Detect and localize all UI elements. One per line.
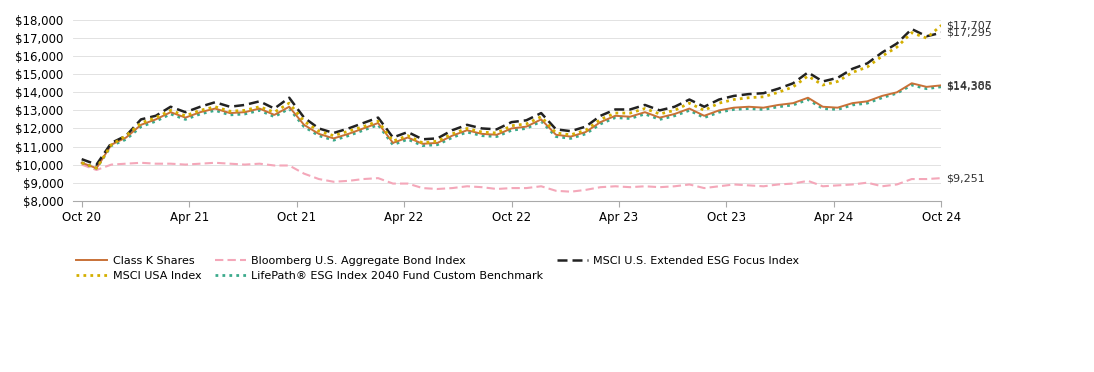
Text: $14,306: $14,306: [945, 82, 991, 92]
Text: $9,251: $9,251: [945, 173, 985, 183]
Text: $17,295: $17,295: [945, 28, 991, 38]
Text: $17,707: $17,707: [945, 20, 991, 30]
Text: $14,385: $14,385: [945, 80, 991, 90]
Legend: Class K Shares, MSCI USA Index, Bloomberg U.S. Aggregate Bond Index, LifePath® E: Class K Shares, MSCI USA Index, Bloomber…: [71, 251, 804, 286]
